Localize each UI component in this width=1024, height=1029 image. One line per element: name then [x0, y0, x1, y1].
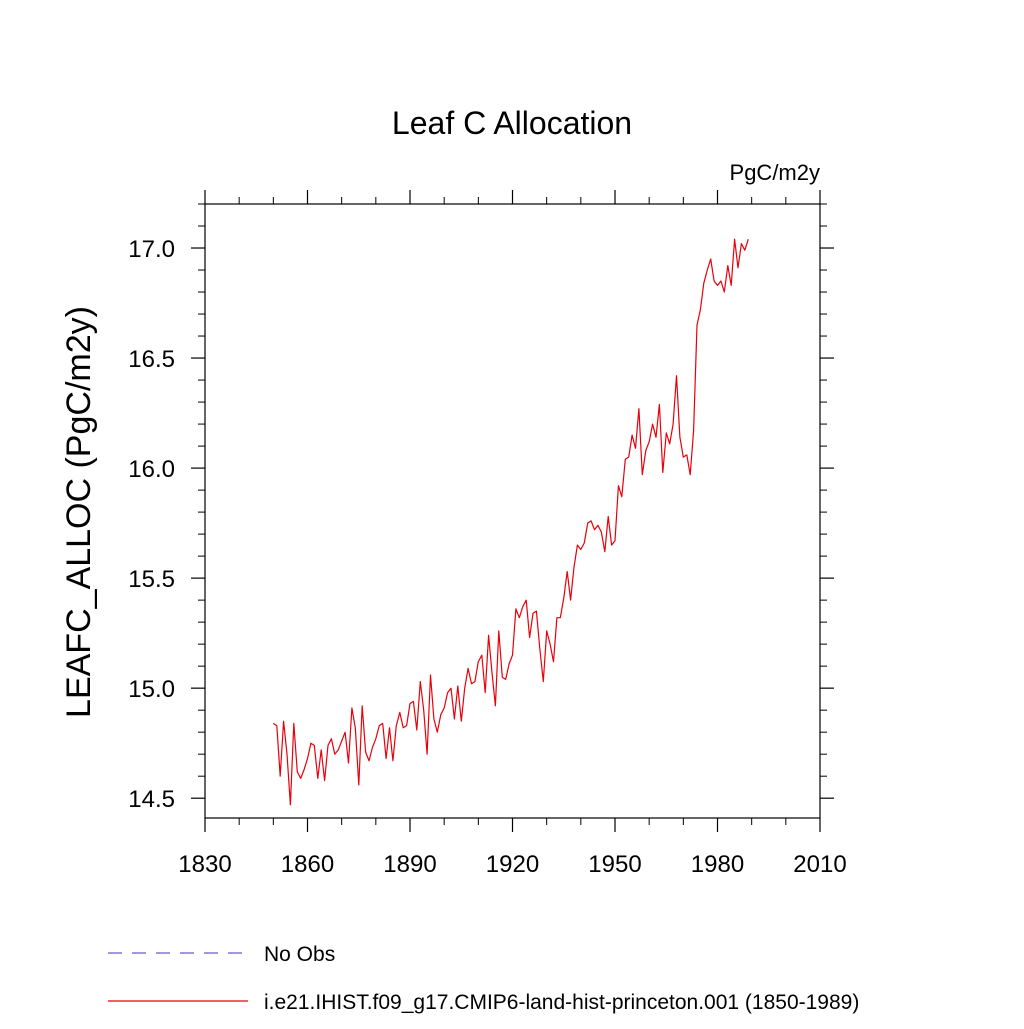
y-tick-label: 15.0	[128, 676, 175, 703]
x-tick-label: 1980	[691, 851, 744, 878]
x-tick-label: 1950	[588, 851, 641, 878]
x-tick-label: 2010	[793, 851, 846, 878]
y-tick-label: 14.5	[128, 786, 175, 813]
y-tick-label: 15.5	[128, 566, 175, 593]
series-layer	[272, 238, 749, 806]
x-tick-label: 1920	[486, 851, 539, 878]
x-tick-label: 1830	[178, 851, 231, 878]
x-tick-label: 1890	[383, 851, 436, 878]
series-line-1	[272, 238, 749, 806]
y-tick-label: 17.0	[128, 236, 175, 263]
legend-label-1: i.e21.IHIST.f09_g17.CMIP6-land-hist-prin…	[264, 991, 859, 1014]
y-tick-label: 16.0	[128, 456, 175, 483]
y-axis-label: LEAFC_ALLOC (PgC/m2y)	[60, 306, 98, 718]
units-label: PgC/m2y	[730, 160, 820, 185]
axes: 1830 1860 1890 1920 1950 1980 2010 14.5 15.0 15.5…	[128, 190, 847, 878]
chart-title: Leaf C Allocation	[392, 105, 632, 141]
y-tick-label: 16.5	[128, 346, 175, 373]
legend-label-0: No Obs	[264, 943, 335, 966]
legend: No Obs i.e21.IHIST.f09_g17.CMIP6-land-his…	[108, 943, 859, 1014]
plot-frame	[204, 203, 821, 819]
x-tick-label: 1860	[281, 851, 334, 878]
